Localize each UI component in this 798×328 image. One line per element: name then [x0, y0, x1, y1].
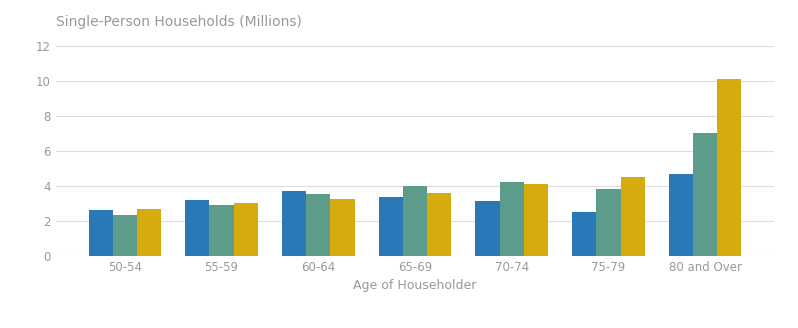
Bar	[621, 177, 645, 256]
Bar	[234, 203, 258, 256]
X-axis label: Age of Householder: Age of Householder	[354, 279, 476, 292]
Bar	[89, 210, 113, 256]
Bar	[476, 201, 500, 256]
Bar	[379, 197, 403, 256]
Bar	[113, 215, 137, 256]
Bar	[427, 193, 451, 256]
Bar	[185, 200, 209, 256]
Bar	[717, 79, 741, 256]
Bar	[596, 189, 621, 256]
Bar	[523, 184, 548, 256]
Bar	[572, 212, 596, 256]
Bar	[282, 191, 306, 256]
Bar	[403, 186, 427, 256]
Bar	[209, 205, 234, 256]
Bar	[137, 209, 161, 256]
Bar	[500, 182, 523, 256]
Bar	[306, 194, 330, 256]
Bar	[330, 199, 354, 256]
Bar	[693, 133, 717, 256]
Text: Single-Person Households (Millions): Single-Person Households (Millions)	[56, 15, 302, 29]
Bar	[669, 174, 693, 256]
